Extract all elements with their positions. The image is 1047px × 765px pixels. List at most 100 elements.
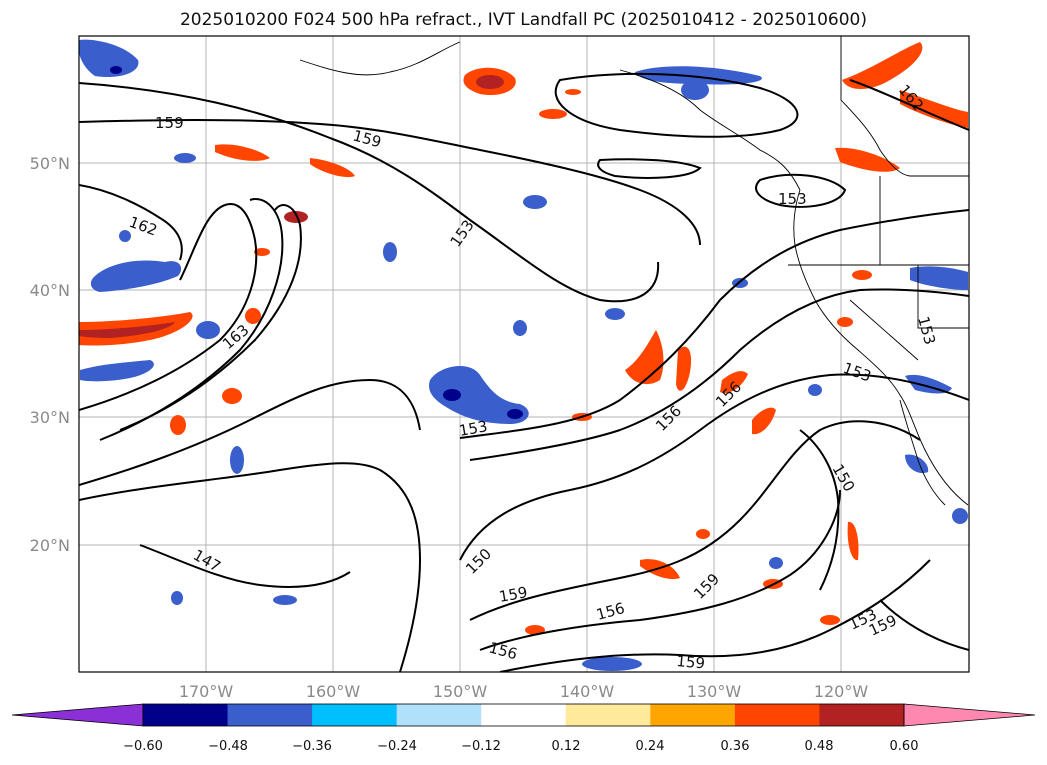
contour-line	[849, 79, 969, 131]
colorbar-segment	[396, 704, 482, 726]
fill-blob	[254, 248, 270, 256]
contour-line	[139, 544, 351, 588]
fill-blob	[769, 557, 783, 569]
fill-blob	[905, 374, 952, 394]
fill-blob	[284, 211, 308, 223]
contour-label: 153	[458, 417, 489, 440]
fill-blob	[852, 270, 872, 280]
contour-line	[79, 119, 701, 246]
fill-blob	[383, 242, 397, 262]
border-canada-us	[840, 36, 969, 177]
fill-blob	[835, 147, 900, 172]
fill-blob	[507, 409, 523, 419]
contour-line	[755, 173, 847, 208]
coastline-canada	[619, 69, 801, 191]
fill-blob	[842, 42, 923, 89]
contour-line	[79, 378, 421, 486]
fill-blob	[245, 308, 261, 324]
colorbar-extend-low	[11, 703, 144, 727]
coastline-baja	[899, 399, 946, 506]
colorbar	[11, 703, 1036, 727]
fill-blob	[681, 80, 709, 100]
lon-label-130w: 130°W	[687, 682, 742, 701]
colorbar-tick-label: −0.12	[461, 739, 501, 754]
negative-anomaly-fills	[79, 39, 968, 671]
map-frame-bg	[79, 36, 969, 672]
colorbar-segment	[227, 704, 313, 726]
fill-blob	[837, 317, 853, 327]
fill-blob	[79, 322, 175, 338]
colorbar-tick-label: −0.48	[208, 739, 248, 754]
contour-label: 159	[676, 652, 706, 672]
map-frame	[78, 35, 970, 673]
colorbar-tick-label: 0.12	[552, 739, 581, 754]
colorbar-tick-label: 0.24	[636, 739, 665, 754]
fill-blob	[196, 321, 220, 339]
fill-blob	[752, 407, 776, 435]
contour-line	[799, 429, 840, 591]
lon-label-140w: 140°W	[560, 682, 615, 701]
fill-blob	[230, 446, 244, 474]
lon-label-170w: 170°W	[179, 682, 234, 701]
map-title: 2025010200 F024 500 hPa refract., IVT La…	[179, 10, 867, 30]
colorbar-extend-high	[903, 703, 1036, 727]
fill-blob	[676, 346, 692, 391]
fill-blob	[215, 144, 270, 161]
lat-label-30n: 30°N	[30, 408, 70, 427]
fill-blob	[539, 109, 567, 119]
fill-blob	[635, 66, 762, 85]
coastline-alaska	[299, 41, 461, 76]
contour-line	[459, 209, 969, 439]
colorbar-tick-label: 0.36	[721, 739, 750, 754]
colorbar-ticks: −0.60 −0.48 −0.36 −0.24 −0.12 0.12 0.24 …	[123, 739, 918, 754]
fill-blob	[847, 521, 859, 561]
fill-blob	[79, 39, 139, 78]
contour-line	[79, 82, 660, 303]
fill-blob	[625, 330, 664, 385]
colorbar-segment	[819, 704, 905, 726]
colorbar-tick-label: 0.48	[805, 739, 834, 754]
fill-blob	[90, 260, 182, 292]
lat-labels: 50°N 40°N 30°N 20°N	[30, 154, 70, 555]
lat-label-40n: 40°N	[30, 281, 70, 300]
colorbar-segment	[481, 704, 567, 726]
fill-blob	[222, 388, 242, 404]
coastlines	[299, 36, 969, 506]
fill-blob	[119, 230, 131, 242]
contour-line	[119, 204, 302, 431]
contour-line	[479, 489, 841, 651]
lon-label-120w: 120°W	[814, 682, 869, 701]
fill-blob	[310, 158, 355, 178]
contour-line	[459, 373, 969, 561]
contour-line	[554, 72, 799, 138]
lat-label-20n: 20°N	[30, 536, 70, 555]
positive-anomaly-fills	[79, 42, 968, 635]
fill-blob	[523, 195, 547, 209]
colorbar-tick-label: −0.24	[377, 739, 417, 754]
fill-blob	[170, 415, 186, 435]
fill-blob	[171, 591, 183, 605]
colorbar-tick-label: 0.60	[890, 739, 919, 754]
fill-blob	[429, 365, 529, 424]
border-states	[917, 265, 969, 329]
lon-label-160w: 160°W	[306, 682, 361, 701]
fill-blob	[174, 153, 196, 163]
colorbar-outline	[142, 703, 905, 727]
fill-blob	[513, 320, 527, 336]
contour-line	[499, 559, 931, 672]
contour-line	[79, 203, 258, 411]
colorbar-segment	[565, 704, 651, 726]
fill-blob	[640, 559, 680, 580]
fill-blob	[273, 595, 297, 605]
fill-blob	[820, 615, 840, 625]
contour-label: 159	[498, 583, 529, 606]
fill-blob	[443, 389, 461, 401]
border-states	[849, 299, 919, 361]
fill-blob	[80, 360, 154, 382]
colorbar-tick-label: −0.36	[292, 739, 332, 754]
colorbar-segment	[650, 704, 736, 726]
colorbar-tick-label: −0.60	[123, 739, 163, 754]
contour-lines	[79, 72, 969, 672]
contour-label: 159	[155, 114, 184, 132]
